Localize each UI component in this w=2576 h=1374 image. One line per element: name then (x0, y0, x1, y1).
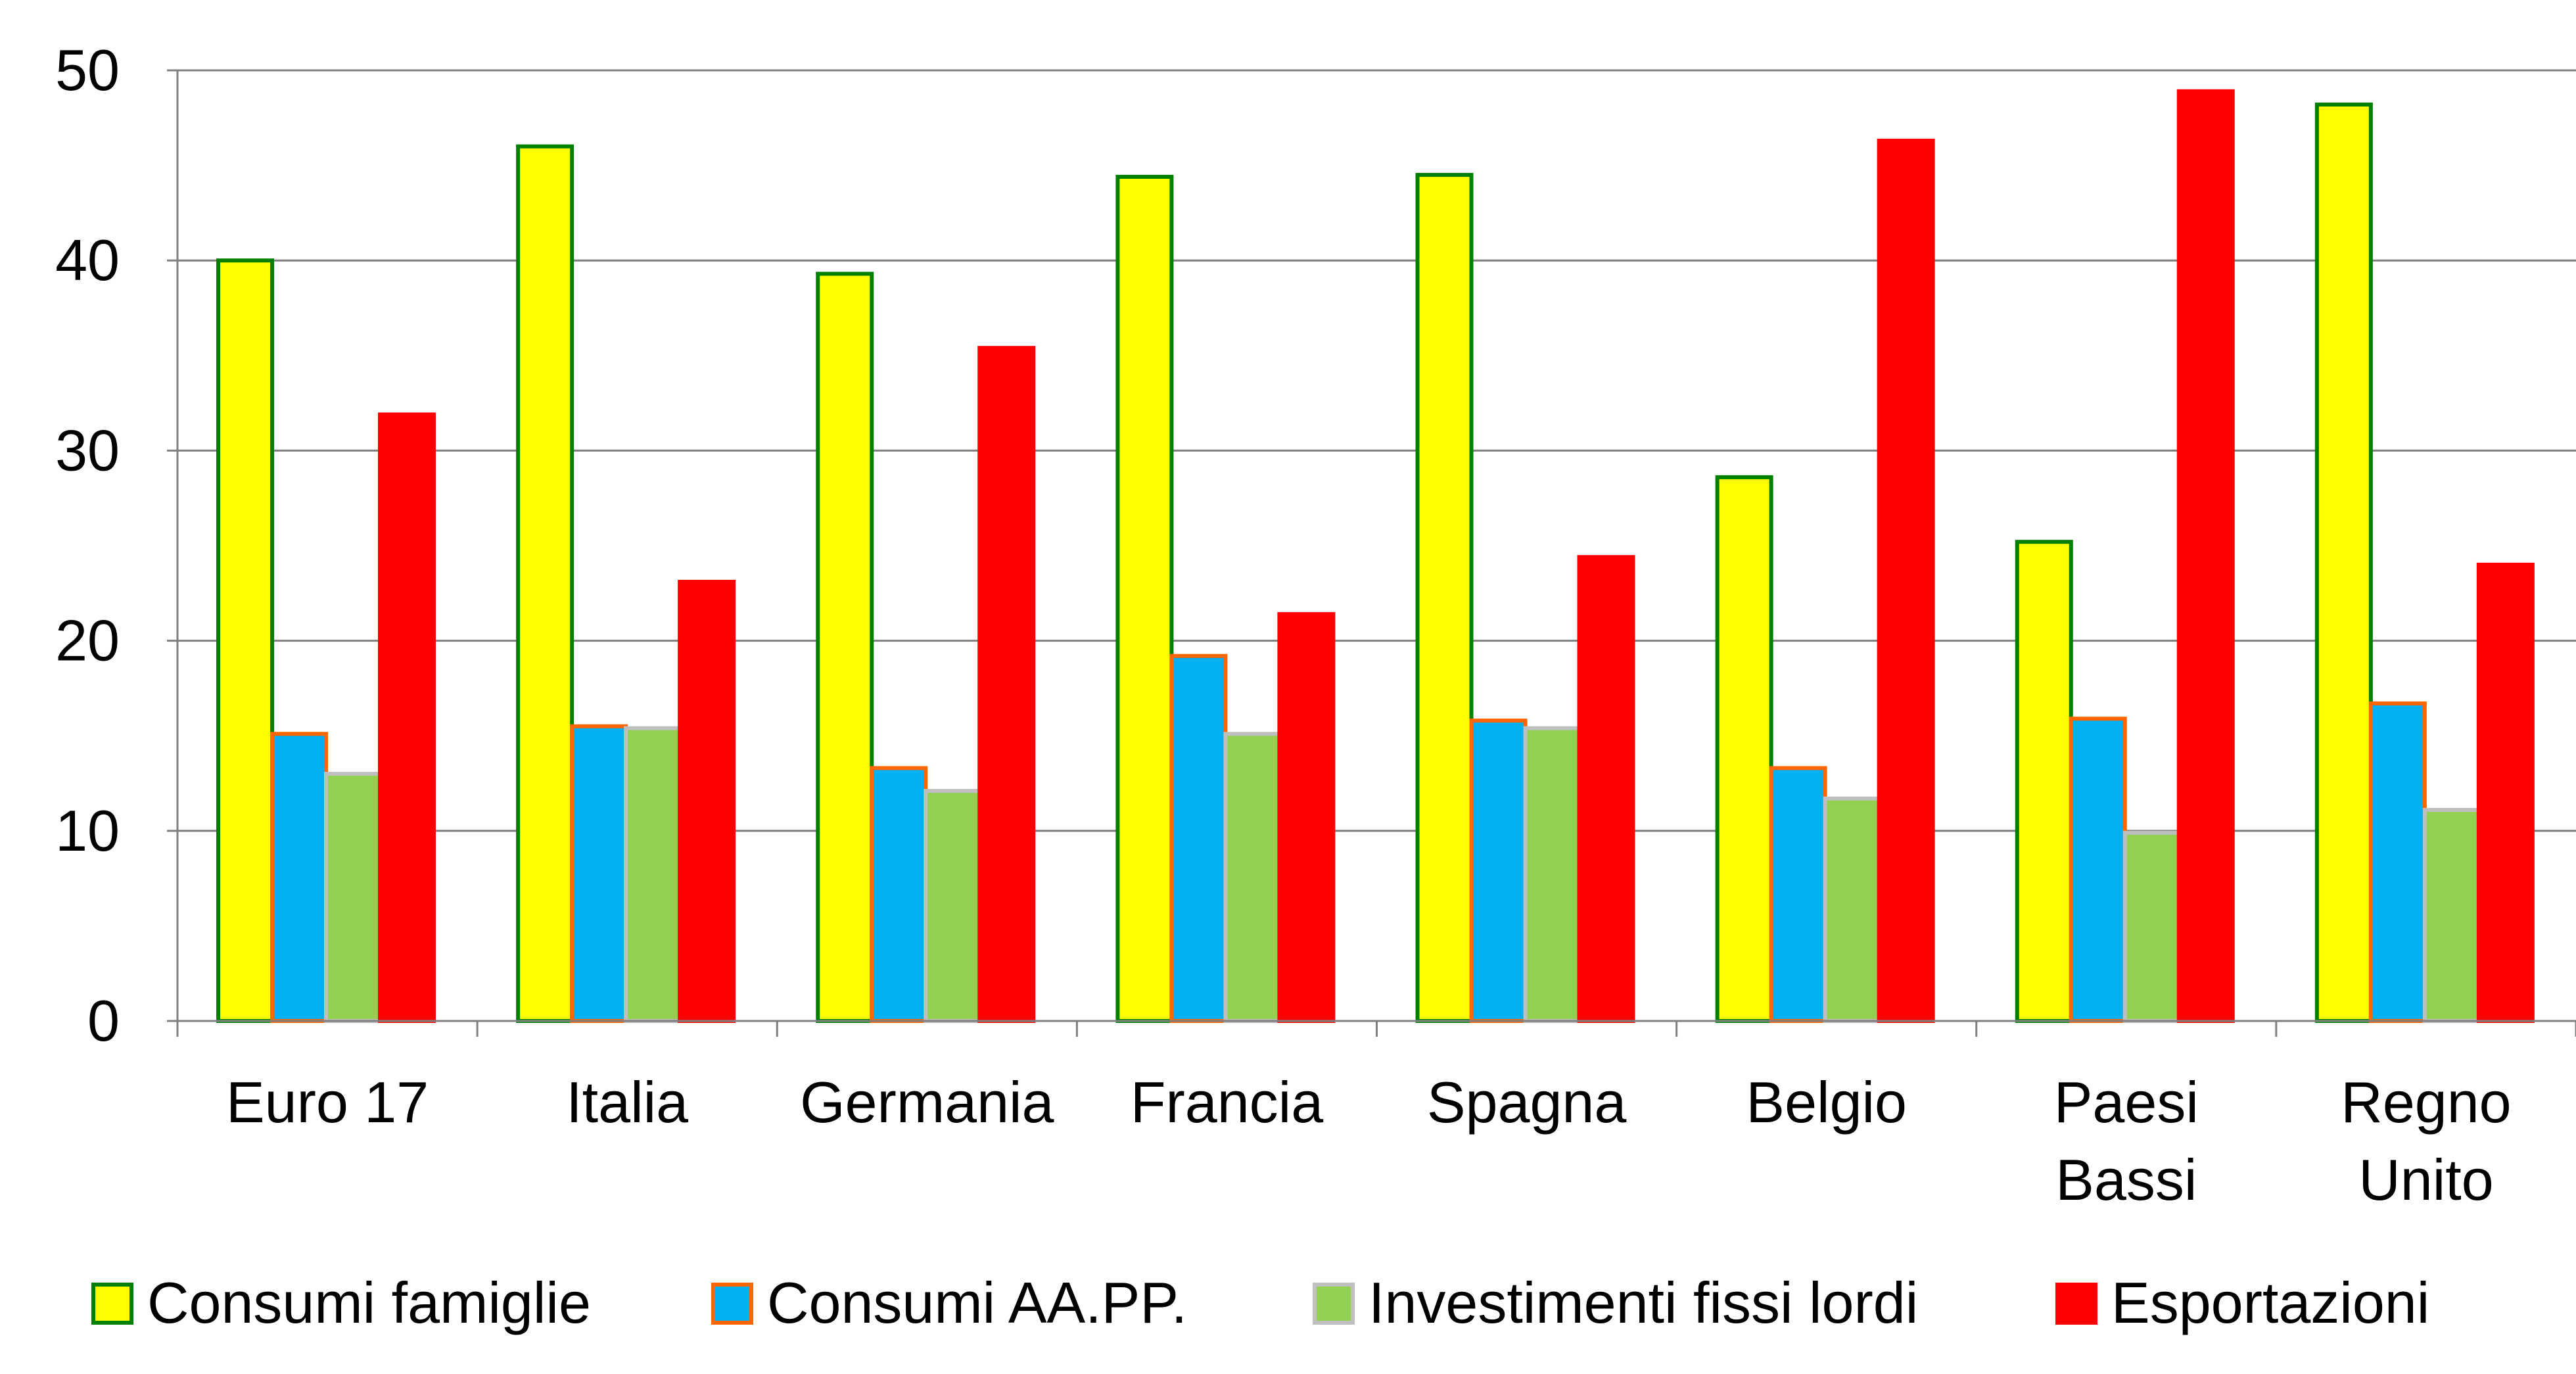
bar-3-5 (1523, 726, 1581, 1023)
bar-1-7 (2015, 540, 2073, 1023)
bar-3-7 (2122, 830, 2181, 1024)
legend: Consumi famiglie Consumi AA.PP. Investimen… (91, 1270, 2429, 1335)
bar-4-1 (378, 412, 436, 1023)
bar-3-2 (624, 726, 682, 1023)
bar-1-3 (816, 272, 874, 1024)
category-label: Germania (800, 1070, 1054, 1135)
bar-2-6 (1769, 766, 1827, 1023)
y-tick-label: 20 (55, 608, 120, 673)
bars (216, 89, 2535, 1024)
legend-swatch (711, 1283, 753, 1325)
bar-4-4 (1277, 612, 1336, 1023)
bar-2-4 (1169, 653, 1228, 1023)
bar-3-3 (924, 789, 982, 1023)
bar-1-6 (1715, 475, 1773, 1023)
bar-2-1 (270, 732, 328, 1023)
legend-label: Investimenti fissi lordi (1369, 1270, 1918, 1335)
legend-label: Consumi AA.PP. (767, 1270, 1187, 1335)
bar-2-7 (2069, 717, 2127, 1023)
category-label: Bassi (2055, 1147, 2197, 1212)
bar-3-8 (2422, 807, 2481, 1024)
bar-2-5 (1469, 719, 1528, 1023)
bar-4-5 (1577, 555, 1635, 1023)
x-axis (176, 70, 2576, 1037)
bar-3-1 (324, 772, 382, 1024)
category-label: Belgio (1746, 1070, 1907, 1135)
bar-1-8 (2314, 103, 2373, 1023)
legend-swatch (91, 1283, 133, 1325)
category-label: Italia (566, 1070, 688, 1135)
bar-2-2 (570, 724, 628, 1023)
y-tick-label: 50 (55, 37, 120, 103)
y-axis-ticks: 0 10 20 30 40 50 (55, 37, 177, 1053)
y-tick-label: 30 (55, 417, 120, 483)
bar-4-6 (1877, 139, 1935, 1023)
legend-swatch (2055, 1283, 2097, 1325)
category-label: Spagna (1427, 1070, 1626, 1135)
legend-label: Esportazioni (2111, 1270, 2429, 1335)
category-labels: Euro 17 Italia Germania Francia Spagna Belgio… (226, 1070, 2512, 1212)
bar-1-4 (1115, 174, 1174, 1023)
bar-4-7 (2176, 89, 2235, 1023)
category-label: Regno (2341, 1070, 2511, 1135)
bar-1-2 (516, 144, 574, 1023)
y-tick-label: 40 (55, 227, 120, 293)
bar-1-1 (216, 258, 274, 1024)
category-label: Euro 17 (226, 1070, 429, 1135)
bar-2-3 (870, 766, 928, 1023)
y-tick-label: 10 (55, 798, 120, 863)
bar-4-3 (977, 346, 1036, 1023)
bar-4-8 (2476, 562, 2535, 1023)
bar-3-4 (1223, 732, 1282, 1023)
y-tick-label: 0 (87, 988, 120, 1053)
bar-4-2 (678, 579, 736, 1023)
bar-2-8 (2368, 701, 2427, 1023)
legend-swatch (1313, 1283, 1355, 1325)
legend-label: Consumi famiglie (147, 1270, 591, 1335)
category-label: Unito (2358, 1147, 2493, 1212)
category-label: Paesi (2054, 1070, 2199, 1135)
bar-3-6 (1823, 796, 1881, 1023)
category-label: Francia (1131, 1070, 1323, 1135)
bar-1-5 (1415, 173, 1474, 1023)
